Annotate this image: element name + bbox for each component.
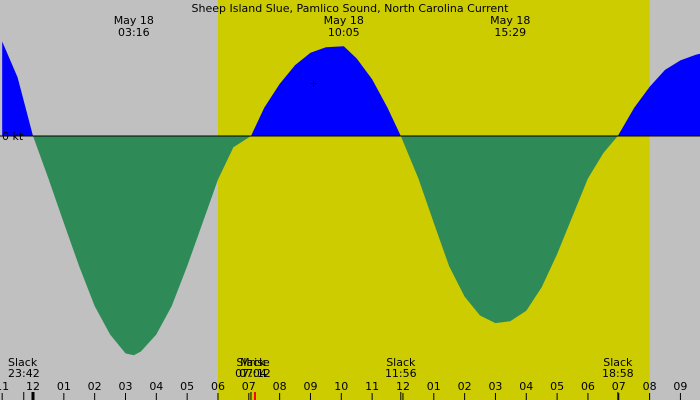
top-label-time-2: 15:29 [494, 26, 526, 39]
x-tick-label-0: 11 [0, 380, 9, 393]
event-time-2: 07:12 [239, 367, 271, 380]
x-tick-label-11: 10 [334, 380, 348, 393]
x-tick-label-22: 09 [673, 380, 687, 393]
x-tick-label-17: 04 [519, 380, 533, 393]
x-tick-label-8: 07 [242, 380, 256, 393]
x-tick-label-4: 03 [118, 380, 132, 393]
x-axis: 11 12 01 02 03 04 05 06 07 08 09 10 11 12 01 02 03 04 05 06… [0, 380, 687, 400]
top-label-time-1: 10:05 [328, 26, 360, 39]
x-tick-label-15: 02 [458, 380, 472, 393]
top-label-date-0: May 18 [114, 14, 154, 27]
max-marker: + [309, 77, 318, 90]
x-tick-label-3: 02 [88, 380, 102, 393]
event-time-3: 11:56 [385, 367, 417, 380]
x-tick-label-7: 06 [211, 380, 225, 393]
event-label-1: Slack [236, 356, 266, 369]
x-tick-label-20: 07 [612, 380, 626, 393]
x-tick-label-14: 01 [427, 380, 441, 393]
top-label-time-0: 03:16 [118, 26, 150, 39]
event-time-0: 23:42 [8, 367, 40, 380]
flood-lobe-4 [617, 53, 700, 136]
x-tick-label-5: 04 [149, 380, 163, 393]
flood-lobe-0 [2, 41, 33, 136]
ebb-lobe-3 [400, 136, 618, 324]
zero-label: 0 kt [2, 130, 24, 143]
ebb-lobe-1 [33, 136, 251, 356]
x-tick-label-13: 12 [396, 380, 410, 393]
x-tick-label-6: 05 [180, 380, 194, 393]
x-tick-label-1: 12 [26, 380, 40, 393]
x-tick-label-18: 05 [550, 380, 564, 393]
top-label-date-1: May 18 [324, 14, 364, 27]
x-tick-label-2: 01 [57, 380, 71, 393]
current-curve-layer [2, 41, 700, 356]
x-tick-label-9: 08 [273, 380, 287, 393]
event-label-0: Slack [8, 356, 38, 369]
event-time-1: 07:04 [235, 367, 267, 380]
event-label-3: Slack [386, 356, 416, 369]
event-label-2: Mrise [240, 356, 270, 369]
event-time-4: 18:58 [602, 367, 634, 380]
x-tick-label-16: 03 [488, 380, 502, 393]
x-tick-label-10: 09 [303, 380, 317, 393]
flood-lobe-2 [251, 46, 401, 137]
bottom-events: Slack23:42Slack07:04Mrise07:12Slack11:56… [8, 356, 634, 400]
top-label-date-2: May 18 [490, 14, 530, 27]
event-label-4: Slack [603, 356, 633, 369]
x-tick-label-19: 06 [581, 380, 595, 393]
chart-title: Sheep Island Slue, Pamlico Sound, North … [192, 2, 510, 15]
x-tick-label-12: 11 [365, 380, 379, 393]
x-tick-label-21: 08 [643, 380, 657, 393]
